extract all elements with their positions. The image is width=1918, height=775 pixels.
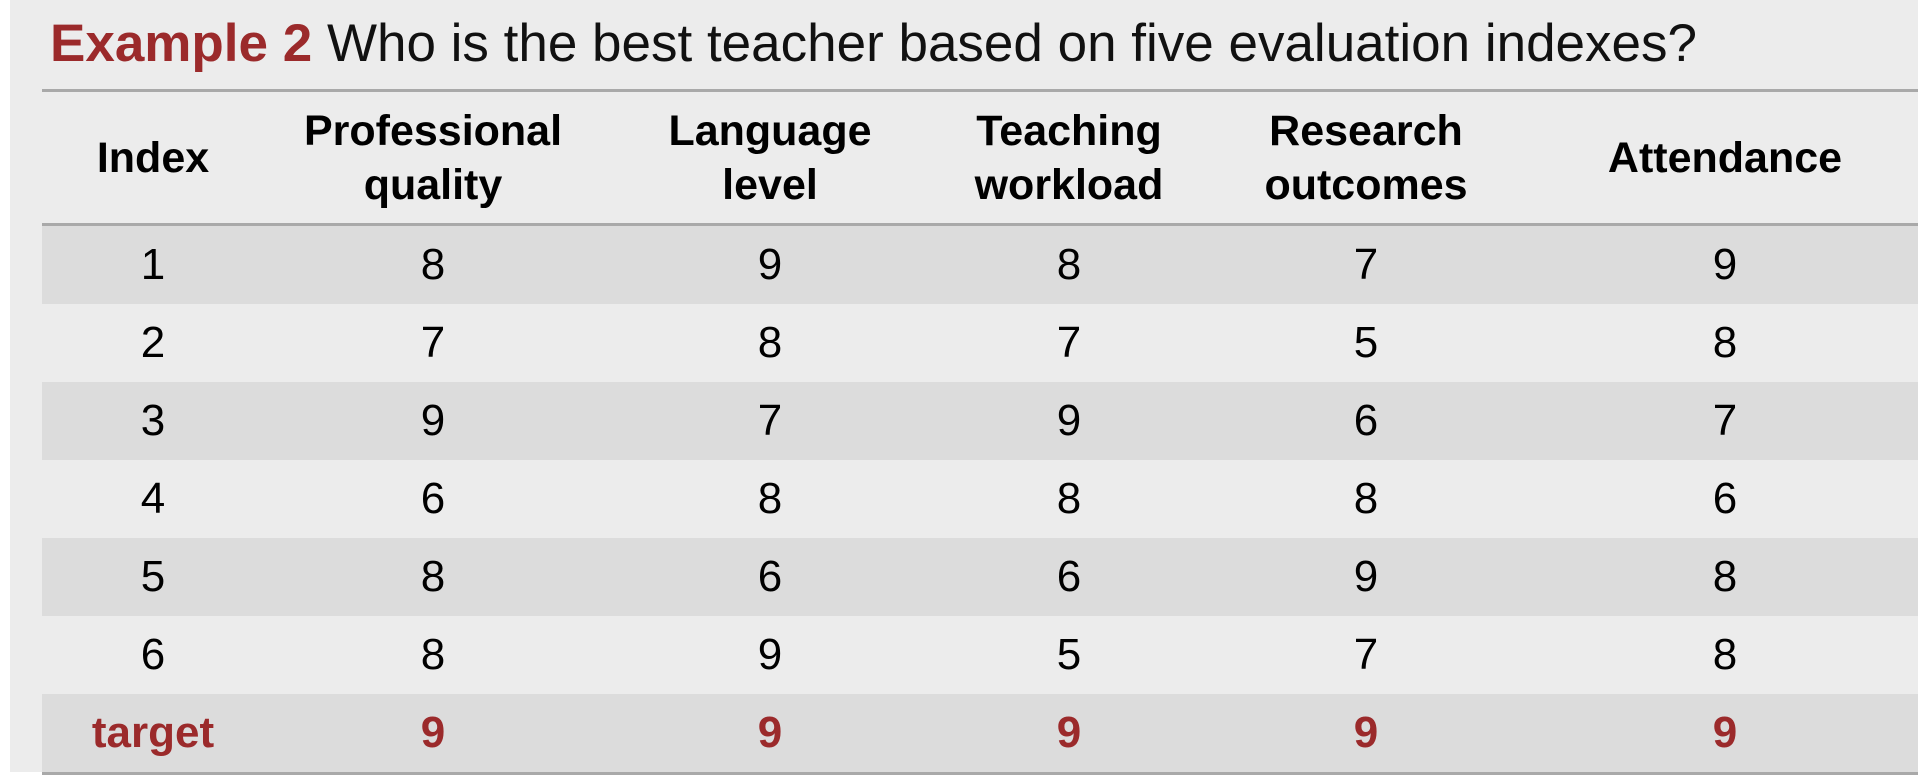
cell-index: 1 [42, 224, 264, 304]
page-title: Example 2 Who is the best teacher based … [50, 12, 1697, 76]
cell-professional-quality: 6 [264, 460, 602, 538]
target-professional-quality: 9 [264, 694, 602, 775]
cell-attendance: 8 [1532, 538, 1918, 616]
cell-research-outcomes: 8 [1200, 460, 1532, 538]
cell-professional-quality: 8 [264, 538, 602, 616]
cell-teaching-workload: 6 [938, 538, 1200, 616]
target-language-level: 9 [602, 694, 938, 775]
cell-index: 5 [42, 538, 264, 616]
target-row: target 9 9 9 9 9 [42, 694, 1918, 775]
header-teaching-workload-line-1: Teaching [976, 106, 1162, 155]
header-research-outcomes-line-1: Research [1269, 106, 1463, 155]
cell-teaching-workload: 8 [938, 224, 1200, 304]
title-question: Who is the best teacher based on five ev… [326, 14, 1697, 73]
table-header: Index Professional quality Language leve… [42, 92, 1918, 226]
header-teaching-workload: Teaching workload [938, 92, 1200, 226]
cell-index: 2 [42, 304, 264, 382]
target-teaching-workload: 9 [938, 694, 1200, 775]
cell-teaching-workload: 7 [938, 304, 1200, 382]
cell-research-outcomes: 7 [1200, 616, 1532, 694]
evaluation-table: Index Professional quality Language leve… [42, 92, 1918, 775]
cell-index: 3 [42, 382, 264, 460]
header-professional-quality-line-1: Professional [303, 106, 563, 155]
cell-index: 4 [42, 460, 264, 538]
header-language-level-line-2: level [722, 160, 818, 209]
cell-language-level: 9 [602, 224, 938, 304]
slide: Example 2 Who is the best teacher based … [10, 0, 1918, 775]
header-attendance: Attendance [1532, 92, 1918, 226]
cell-teaching-workload: 9 [938, 382, 1200, 460]
header-research-outcomes-line-2: outcomes [1264, 160, 1468, 209]
cell-language-level: 9 [602, 616, 938, 694]
cell-language-level: 7 [602, 382, 938, 460]
title-example-label: Example 2 [50, 14, 313, 73]
table-row: 1 8 9 8 7 9 [42, 224, 1918, 304]
cell-research-outcomes: 5 [1200, 304, 1532, 382]
table-row: 5 8 6 6 9 8 [42, 538, 1918, 616]
title-divider [42, 89, 1918, 92]
cell-attendance: 9 [1532, 224, 1918, 304]
cell-research-outcomes: 9 [1200, 538, 1532, 616]
cell-professional-quality: 8 [264, 616, 602, 694]
header-language-level: Language level [602, 92, 938, 226]
cell-language-level: 8 [602, 460, 938, 538]
table-row: 4 6 8 8 8 6 [42, 460, 1918, 538]
cell-professional-quality: 8 [264, 224, 602, 304]
table-row: 3 9 7 9 6 7 [42, 382, 1918, 460]
cell-teaching-workload: 8 [938, 460, 1200, 538]
target-research-outcomes: 9 [1200, 694, 1532, 775]
header-research-outcomes: Research outcomes [1200, 92, 1532, 226]
cell-language-level: 6 [602, 538, 938, 616]
cell-language-level: 8 [602, 304, 938, 382]
header-attendance-label: Attendance [1607, 133, 1843, 182]
cell-attendance: 7 [1532, 382, 1918, 460]
cell-attendance: 8 [1532, 304, 1918, 382]
header-index-label: Index [96, 133, 210, 182]
cell-research-outcomes: 6 [1200, 382, 1532, 460]
header-professional-quality: Professional quality [264, 92, 602, 226]
cell-attendance: 6 [1532, 460, 1918, 538]
table-row: 6 8 9 5 7 8 [42, 616, 1918, 694]
header-index: Index [42, 92, 264, 226]
table-row: 2 7 8 7 5 8 [42, 304, 1918, 382]
target-attendance: 9 [1532, 694, 1918, 775]
header-teaching-workload-line-2: workload [974, 160, 1164, 209]
cell-teaching-workload: 5 [938, 616, 1200, 694]
cell-research-outcomes: 7 [1200, 224, 1532, 304]
cell-professional-quality: 9 [264, 382, 602, 460]
cell-professional-quality: 7 [264, 304, 602, 382]
table-body: 1 8 9 8 7 9 2 7 8 7 5 8 3 9 7 9 6 7 [42, 224, 1918, 775]
target-label: target [42, 694, 264, 775]
table-header-row: Index Professional quality Language leve… [42, 92, 1918, 226]
cell-attendance: 8 [1532, 616, 1918, 694]
header-professional-quality-line-2: quality [363, 160, 503, 209]
cell-index: 6 [42, 616, 264, 694]
header-language-level-line-1: Language [668, 106, 872, 155]
